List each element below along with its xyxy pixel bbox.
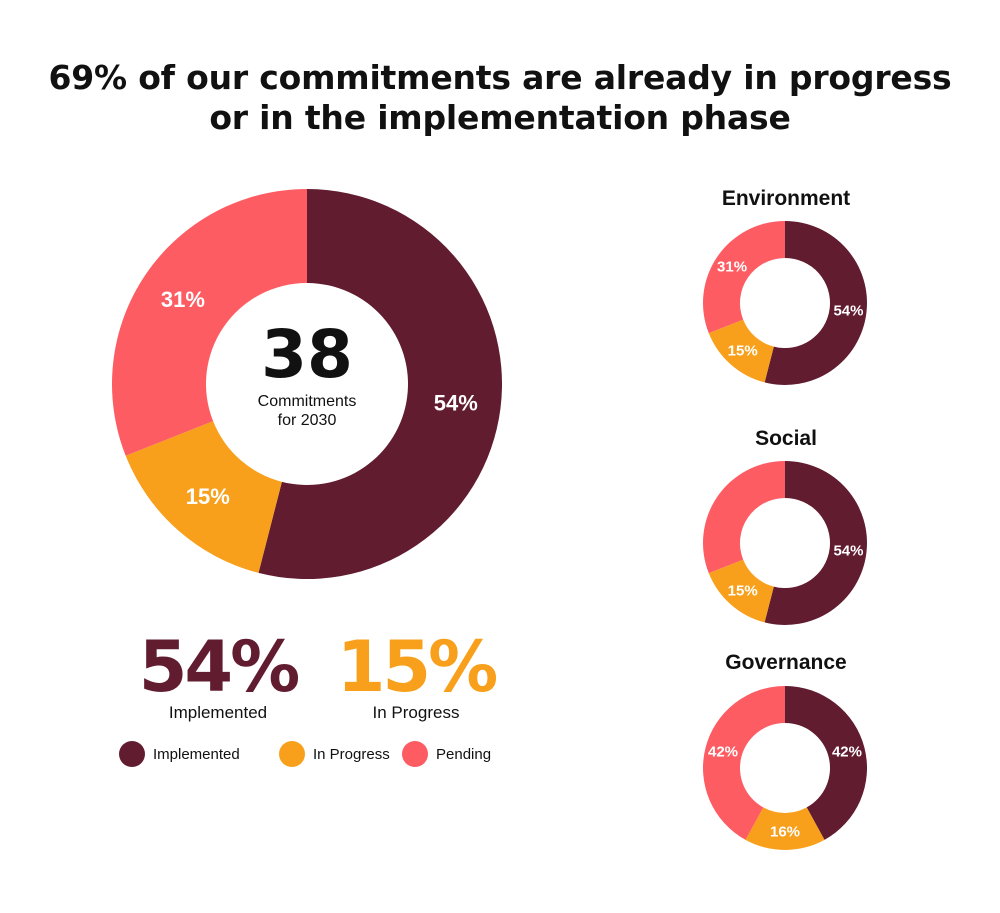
governance-label-in-progress: 16% — [770, 824, 800, 841]
governance-slice-in-progress — [745, 807, 825, 851]
legend-label-in-progress: In Progress — [313, 745, 390, 763]
social-slice-pending — [702, 461, 785, 574]
main-slice-in-progress — [125, 421, 282, 573]
legend-item-in-progress: In Progress — [279, 740, 390, 768]
legend-dot-in-progress — [279, 741, 305, 767]
environment-chart-title: Environment — [721, 187, 851, 210]
page-title: 69% of our commitments are already in pr… — [0, 58, 1000, 138]
environment-slice-in-progress — [708, 319, 774, 383]
implemented-stat-value: 54% — [138, 626, 301, 708]
environment-slice-implemented — [764, 221, 868, 386]
main-donut-center-number: 38 — [261, 316, 353, 393]
legend-label-pending: Pending — [436, 745, 492, 763]
legend-dot-pending — [402, 741, 428, 767]
center-caption-line-2: for 2030 — [277, 412, 337, 429]
title-line-1: 69% of our commitments are already in pr… — [48, 58, 952, 97]
main-label-in-progress: 15% — [186, 484, 230, 509]
title-line-2: or in the implementation phase — [209, 98, 791, 137]
social-slice-implemented — [764, 461, 868, 625]
environment-label-pending: 31% — [717, 259, 747, 276]
main-slice-pending — [111, 189, 307, 456]
center-caption-line-1: Commitments — [257, 393, 357, 410]
in-progress-stat-label: In Progress — [372, 703, 460, 722]
legend-item-pending: Pending — [402, 740, 491, 768]
social-chart-title: Social — [755, 427, 817, 450]
main-slice-implemented — [258, 189, 502, 579]
legend-item-implemented: Implemented — [119, 740, 240, 768]
governance-label-implemented: 42% — [832, 744, 862, 761]
governance-slice-pending — [702, 686, 785, 840]
legend-label-implemented: Implemented — [153, 745, 240, 763]
environment-label-implemented: 54% — [833, 303, 863, 320]
in-progress-stat-value: 15% — [336, 626, 499, 708]
social-label-in-progress: 15% — [728, 583, 758, 600]
governance-slice-implemented — [785, 686, 868, 840]
main-label-pending: 31% — [161, 287, 205, 312]
governance-label-pending: 42% — [708, 744, 738, 761]
social-slice-in-progress — [708, 559, 774, 623]
main-label-implemented: 54% — [434, 390, 478, 415]
main-donut-center-caption: Commitments for 2030 — [207, 392, 407, 430]
implemented-stat-label: Implemented — [168, 703, 268, 722]
legend-dot-implemented — [119, 741, 145, 767]
environment-slice-pending — [702, 221, 786, 334]
governance-chart-title: Governance — [725, 651, 847, 674]
social-label-implemented: 54% — [833, 543, 863, 560]
environment-label-in-progress: 15% — [728, 343, 758, 360]
